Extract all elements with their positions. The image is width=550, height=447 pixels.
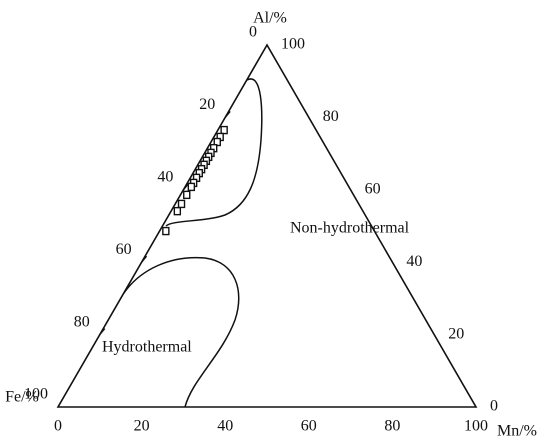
axis-title-al: Al/% — [253, 10, 287, 27]
data-point — [177, 199, 186, 209]
annotation: Hydrothermal — [102, 339, 192, 356]
al-tick-label: 0 — [490, 398, 498, 415]
data-point — [220, 125, 228, 135]
data-point — [162, 226, 170, 236]
al-tick-label: 80 — [323, 108, 339, 125]
fe-tick — [224, 110, 231, 118]
triangle — [56, 43, 478, 408]
annotation: Non-hydrothermal — [290, 220, 410, 237]
fe-tick-label: 60 — [116, 241, 132, 258]
mn-tick-label: 80 — [384, 418, 400, 435]
fe-tick — [99, 328, 106, 336]
fe-tick-label: 40 — [157, 168, 173, 185]
al-tick-label: 20 — [448, 325, 464, 342]
non-hydrothermal-boundary — [165, 78, 263, 227]
fe-tick-label: 100 — [24, 386, 48, 403]
al-tick-label: 60 — [365, 180, 381, 197]
axis-title-mn: Mn/% — [497, 423, 537, 440]
hydrothermal-boundary — [123, 256, 240, 408]
fe-tick-label: 20 — [199, 96, 215, 113]
fe-tick-label: 0 — [249, 24, 257, 41]
mn-tick-label: 100 — [464, 418, 488, 435]
fe-tick — [141, 255, 148, 263]
data-point — [183, 190, 191, 200]
fe-tick-label: 80 — [74, 313, 90, 330]
mn-tick-label: 40 — [217, 418, 233, 435]
mn-tick-label: 0 — [54, 418, 62, 435]
mn-tick-label: 20 — [134, 418, 150, 435]
mn-tick-label: 60 — [301, 418, 317, 435]
al-tick-label: 100 — [281, 36, 305, 53]
data-point — [187, 182, 196, 192]
fe-tick — [182, 183, 189, 191]
al-tick-label: 40 — [406, 253, 422, 270]
data-point — [173, 206, 182, 216]
axis-title-fe: Fe/% — [5, 389, 39, 406]
